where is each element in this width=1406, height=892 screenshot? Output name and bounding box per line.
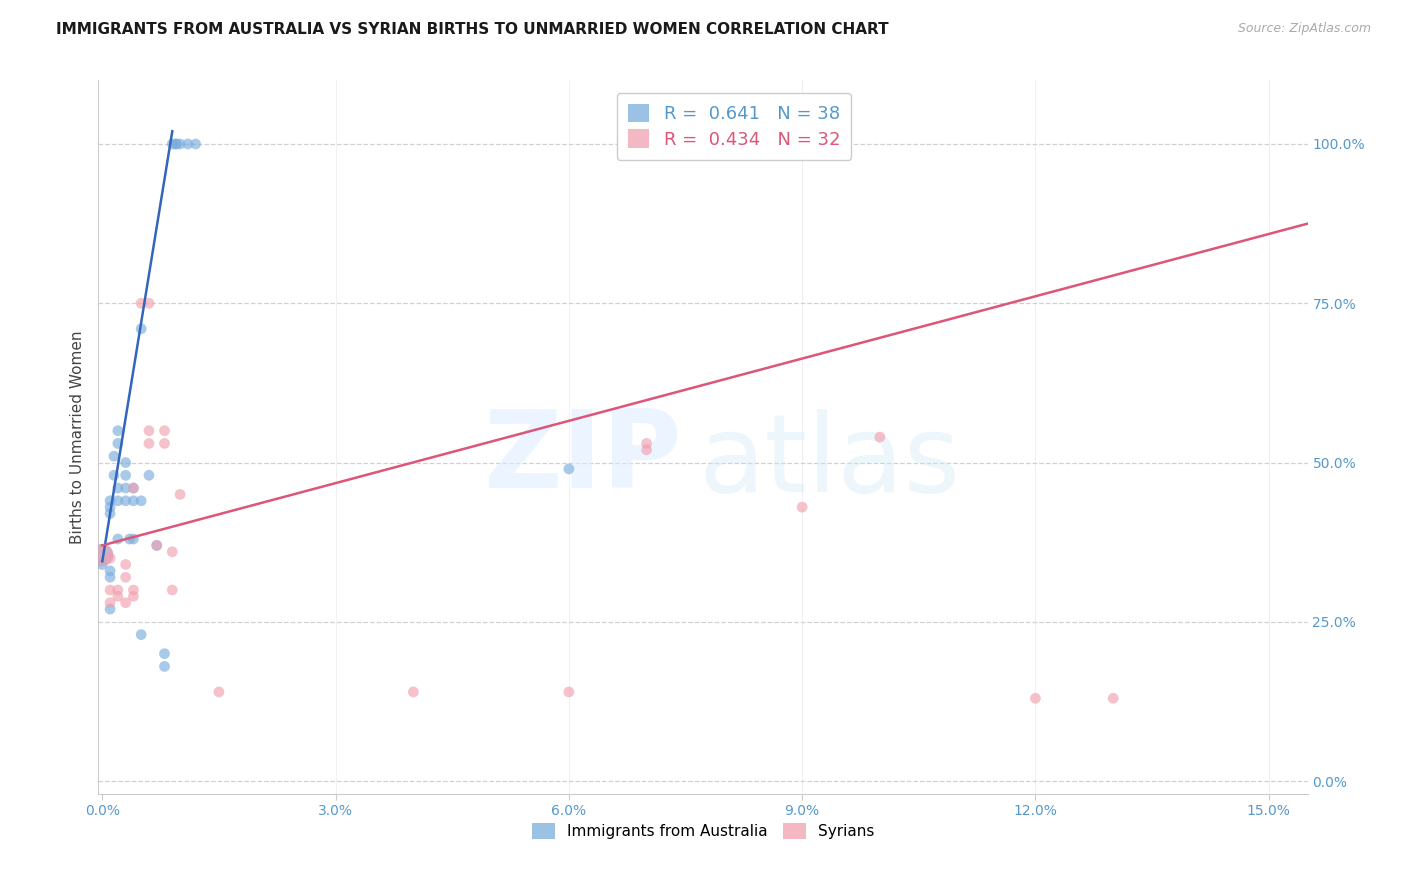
Point — [107, 481, 129, 495]
Point — [98, 570, 121, 584]
Point — [145, 538, 167, 552]
Point — [122, 532, 145, 546]
Point — [153, 647, 176, 661]
Point — [91, 548, 114, 562]
Point — [98, 582, 121, 597]
Point — [184, 136, 207, 151]
Text: atlas: atlas — [699, 409, 960, 515]
Point — [153, 659, 176, 673]
Point — [129, 322, 152, 336]
Point — [145, 538, 167, 552]
Point — [118, 532, 141, 546]
Point — [103, 468, 125, 483]
Point — [107, 424, 129, 438]
Point — [169, 136, 191, 151]
Text: ZIP: ZIP — [482, 406, 682, 511]
Point — [114, 596, 136, 610]
Point — [122, 590, 145, 604]
Point — [162, 136, 184, 151]
Point — [162, 545, 184, 559]
Point — [138, 436, 160, 450]
Point — [402, 685, 425, 699]
Point — [114, 558, 136, 572]
Point — [830, 136, 852, 151]
Point — [107, 436, 129, 450]
Y-axis label: Births to Unmarried Women: Births to Unmarried Women — [69, 330, 84, 544]
Point — [1024, 691, 1046, 706]
Point — [177, 136, 200, 151]
Point — [830, 136, 852, 151]
Point — [98, 500, 121, 515]
Point — [98, 507, 121, 521]
Point — [122, 493, 145, 508]
Point — [91, 558, 114, 572]
Point — [153, 436, 176, 450]
Point — [98, 564, 121, 578]
Point — [114, 456, 136, 470]
Point — [768, 136, 790, 151]
Point — [114, 468, 136, 483]
Point — [122, 582, 145, 597]
Point — [98, 493, 121, 508]
Point — [114, 481, 136, 495]
Point — [208, 685, 231, 699]
Point — [162, 582, 184, 597]
Point — [869, 430, 891, 444]
Point — [636, 436, 658, 450]
Point — [169, 487, 191, 501]
Point — [636, 442, 658, 457]
Point — [153, 424, 176, 438]
Point — [114, 570, 136, 584]
Point — [107, 582, 129, 597]
Point — [98, 551, 121, 566]
Point — [107, 590, 129, 604]
Point — [129, 627, 152, 641]
Point — [138, 296, 160, 310]
Point — [129, 296, 152, 310]
Point — [1102, 691, 1125, 706]
Text: IMMIGRANTS FROM AUSTRALIA VS SYRIAN BIRTHS TO UNMARRIED WOMEN CORRELATION CHART: IMMIGRANTS FROM AUSTRALIA VS SYRIAN BIRT… — [56, 22, 889, 37]
Point — [91, 548, 114, 562]
Point — [138, 424, 160, 438]
Point — [98, 602, 121, 616]
Point — [103, 449, 125, 463]
Legend: Immigrants from Australia, Syrians: Immigrants from Australia, Syrians — [524, 815, 882, 847]
Point — [138, 468, 160, 483]
Point — [107, 532, 129, 546]
Point — [129, 493, 152, 508]
Point — [558, 685, 581, 699]
Point — [792, 500, 814, 515]
Point — [165, 136, 187, 151]
Point — [98, 596, 121, 610]
Point — [165, 136, 187, 151]
Point — [558, 462, 581, 476]
Point — [114, 493, 136, 508]
Point — [122, 481, 145, 495]
Point — [122, 481, 145, 495]
Point — [107, 493, 129, 508]
Text: Source: ZipAtlas.com: Source: ZipAtlas.com — [1237, 22, 1371, 36]
